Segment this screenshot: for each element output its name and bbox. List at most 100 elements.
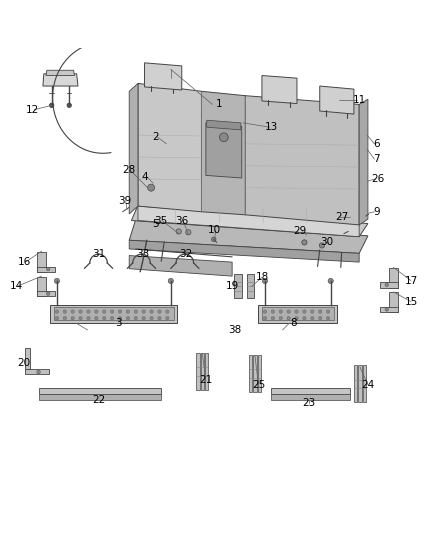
Polygon shape [207,120,241,130]
Circle shape [55,310,59,313]
Text: 38: 38 [228,325,241,335]
Text: 1: 1 [215,100,223,109]
Circle shape [142,310,145,313]
Polygon shape [253,356,257,392]
Text: 11: 11 [353,95,366,105]
Text: 9: 9 [373,207,380,217]
Polygon shape [131,205,368,237]
Circle shape [303,317,306,320]
Polygon shape [129,84,138,214]
Circle shape [176,229,181,234]
Text: 19: 19 [226,281,239,291]
Polygon shape [271,388,350,394]
Polygon shape [358,366,362,402]
Circle shape [311,310,314,313]
Circle shape [318,310,322,313]
Text: 5: 5 [152,219,159,229]
Circle shape [318,317,322,320]
Circle shape [303,310,306,313]
Polygon shape [201,91,245,215]
Circle shape [271,317,275,320]
Circle shape [79,310,82,313]
Text: 8: 8 [290,318,297,328]
Polygon shape [380,307,398,312]
Text: 6: 6 [373,139,380,149]
Polygon shape [39,394,161,400]
Circle shape [311,317,314,320]
Circle shape [118,317,122,320]
Polygon shape [50,305,177,324]
Polygon shape [138,84,201,212]
Circle shape [63,317,67,320]
Circle shape [326,310,330,313]
Polygon shape [258,356,261,392]
Circle shape [126,317,130,320]
Circle shape [287,317,290,320]
Circle shape [212,237,216,241]
Circle shape [150,310,153,313]
Polygon shape [262,76,297,103]
Polygon shape [37,277,46,296]
Polygon shape [43,74,78,86]
Text: 30: 30 [320,237,333,247]
Text: 3: 3 [115,318,122,328]
Text: 33: 33 [136,249,149,259]
Circle shape [134,310,138,313]
Polygon shape [37,252,46,272]
Text: 26: 26 [371,174,384,184]
Circle shape [168,278,173,284]
Circle shape [37,370,40,374]
Polygon shape [363,366,366,402]
Text: 23: 23 [302,398,315,408]
Polygon shape [54,307,174,320]
Polygon shape [25,368,49,374]
Polygon shape [234,274,242,298]
Text: 39: 39 [118,196,131,206]
Text: 18: 18 [256,272,269,282]
Circle shape [186,230,191,235]
Circle shape [287,310,290,313]
Text: 17: 17 [405,276,418,286]
Text: 28: 28 [123,165,136,175]
Text: 31: 31 [92,249,105,259]
Polygon shape [249,356,252,392]
Circle shape [102,310,106,313]
Circle shape [46,268,50,271]
Polygon shape [37,266,55,272]
Text: 21: 21 [199,375,212,385]
Polygon shape [129,240,359,262]
Polygon shape [46,70,74,76]
Circle shape [263,310,267,313]
Circle shape [148,184,155,191]
Circle shape [46,292,50,295]
Circle shape [150,317,153,320]
Circle shape [262,278,268,284]
Circle shape [110,317,114,320]
Circle shape [67,103,71,108]
Text: 35: 35 [155,215,168,225]
Text: 15: 15 [405,296,418,306]
Circle shape [385,283,389,287]
Circle shape [328,278,333,284]
Circle shape [71,317,74,320]
Circle shape [295,317,298,320]
Polygon shape [129,219,368,253]
Circle shape [79,317,82,320]
Text: 27: 27 [335,213,348,222]
Polygon shape [258,305,337,324]
Text: 12: 12 [26,104,39,115]
Circle shape [126,310,130,313]
Circle shape [102,317,106,320]
Polygon shape [320,86,354,114]
Polygon shape [354,366,357,402]
Circle shape [385,308,389,311]
Circle shape [63,310,67,313]
Polygon shape [196,353,200,390]
Polygon shape [145,63,182,90]
Circle shape [166,317,169,320]
Text: 25: 25 [252,379,265,390]
Polygon shape [262,307,334,320]
Text: 29: 29 [293,227,307,237]
Polygon shape [359,99,368,225]
Circle shape [279,310,283,313]
